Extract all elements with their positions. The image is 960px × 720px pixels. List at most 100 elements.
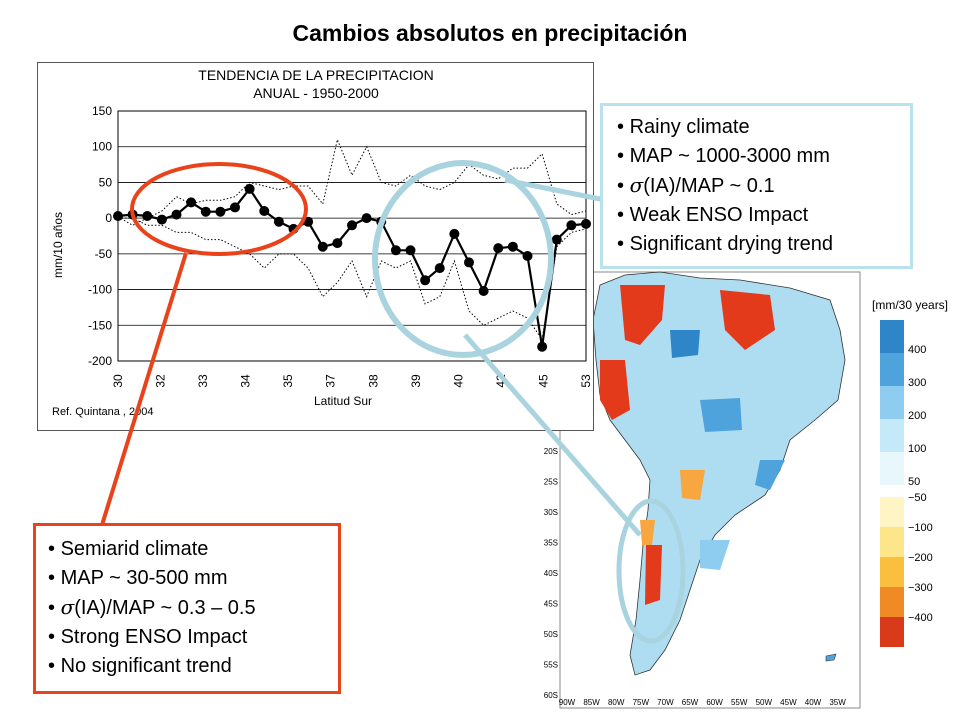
legend-label: −400 <box>908 612 933 624</box>
longitude-label: 35W <box>829 698 846 707</box>
latitude-label: 20S <box>544 447 558 456</box>
data-point <box>259 206 270 216</box>
latitude-labels: 20S 25S 30S 35S 40S 45S 50S 55S 60S <box>544 447 558 700</box>
sigma-symbol: σ <box>629 173 644 197</box>
latitude-label: 50S <box>544 630 558 639</box>
longitude-label: 85W <box>583 698 600 707</box>
chart-title-line1: TENDENCIA DE LA PRECIPITACION <box>198 67 433 83</box>
latitude-label: 45S <box>544 600 558 609</box>
longitude-label: 40W <box>805 698 822 707</box>
legend-swatch-positive <box>880 320 904 353</box>
data-point <box>332 238 343 249</box>
x-tick-label: 39 <box>409 374 423 388</box>
callout-item: Significant drying trend <box>617 230 910 259</box>
data-point <box>581 218 591 229</box>
data-point <box>405 245 416 256</box>
legend-label: 100 <box>908 443 926 455</box>
latitude-label: 35S <box>544 539 558 548</box>
precipitation-trend-chart: TENDENCIA DE LA PRECIPITACION ANUAL - 19… <box>51 67 593 418</box>
y-tick-label: 0 <box>105 211 112 225</box>
longitude-label: 80W <box>608 698 625 707</box>
legend-label: 50 <box>908 476 920 488</box>
legend-units: [mm/30 years] <box>872 298 948 312</box>
longitude-label: 90W <box>559 698 576 707</box>
x-tick-label: 45 <box>536 374 550 388</box>
data-point <box>522 251 533 261</box>
data-point <box>464 257 474 268</box>
data-point <box>171 209 182 220</box>
south-america-land <box>592 271 846 676</box>
legend-label: −50 <box>908 492 927 504</box>
wet-patch <box>700 398 742 432</box>
wet-patch <box>700 540 730 570</box>
data-point <box>215 206 226 217</box>
page-title: Cambios absolutos en precipitación <box>292 20 688 46</box>
sigma-symbol: σ <box>60 595 75 619</box>
callout-item: σ(IA)/MAP ~ 0.1 <box>617 171 910 201</box>
data-point <box>317 241 328 252</box>
dry-patch <box>680 470 705 500</box>
dry-patch <box>640 520 655 545</box>
data-point <box>537 341 548 352</box>
x-tick-label: 53 <box>579 374 593 388</box>
callout-item: Weak ENSO Impact <box>617 201 910 230</box>
data-point <box>200 206 211 217</box>
chile-highlight-ellipse <box>616 498 686 644</box>
longitude-label: 55W <box>731 698 748 707</box>
data-series <box>113 137 591 352</box>
semiarid-climate-callout: Semiarid climate MAP ~ 30-500 mm σ(IA)/M… <box>33 523 341 694</box>
latitude-label: 55S <box>544 661 558 670</box>
callout-item-text: (IA)/MAP ~ 0.1 <box>643 175 775 197</box>
series-line-confidence <box>118 217 587 341</box>
y-tick-label: -200 <box>88 354 112 368</box>
chart-panel: TENDENCIA DE LA PRECIPITACION ANUAL - 19… <box>37 62 594 431</box>
data-point <box>507 241 518 252</box>
wet-patch <box>755 460 785 490</box>
data-point <box>156 214 167 225</box>
legend-label: 200 <box>908 410 926 422</box>
legend-label: −200 <box>908 552 933 564</box>
data-point <box>434 263 445 274</box>
dry-patch <box>620 285 665 345</box>
legend-swatch-negative <box>880 617 904 647</box>
longitude-label: 65W <box>682 698 699 707</box>
rainy-highlight-ellipse <box>372 160 554 358</box>
wet-patch <box>670 330 700 358</box>
callout-item: Semiarid climate <box>48 535 338 564</box>
callout-item: MAP ~ 1000-3000 mm <box>617 142 910 171</box>
chart-title-line2: ANUAL - 1950-2000 <box>253 85 379 101</box>
dry-patch <box>645 545 662 605</box>
latitude-label: 60S <box>544 691 558 700</box>
color-legend: 400 300 200 100 50 −50 −100 −200 −300 −400 <box>880 320 933 647</box>
longitude-label: 75W <box>633 698 650 707</box>
data-point <box>186 197 197 208</box>
callout-item: Rainy climate <box>617 113 910 142</box>
x-tick-labels: 30 32 33 34 35 37 38 39 40 42 45 53 <box>111 374 593 388</box>
longitude-label: 60W <box>706 698 723 707</box>
y-tick-label: -50 <box>95 247 113 261</box>
data-point <box>273 216 284 227</box>
x-tick-label: 30 <box>111 374 125 388</box>
x-tick-label: 35 <box>281 374 295 388</box>
x-tick-label: 40 <box>451 374 465 388</box>
longitude-labels: 90W 85W 80W 75W 70W 65W 60W 55W 50W 45W 40W 35W <box>559 698 846 707</box>
data-point <box>244 183 255 194</box>
semiarid-connector-line <box>100 252 188 526</box>
legend-swatch-negative <box>880 587 904 617</box>
reference-note: Ref. Quintana , 2004 <box>52 406 154 418</box>
legend-label: −100 <box>908 522 933 534</box>
dry-patch <box>720 290 775 350</box>
y-tick-label: 100 <box>92 140 112 154</box>
x-tick-label: 33 <box>196 374 210 388</box>
data-point <box>230 202 240 213</box>
y-tick-label: -150 <box>88 318 112 332</box>
x-tick-label: 38 <box>366 374 380 388</box>
y-tick-labels: 150 100 50 0 -50 -100 -150 -200 <box>88 104 112 368</box>
x-tick-label: 34 <box>239 374 253 388</box>
semiarid-highlight-ellipse <box>130 162 308 256</box>
data-point <box>361 213 372 224</box>
longitude-label: 70W <box>657 698 674 707</box>
callout-item-text: (IA)/MAP ~ 0.3 – 0.5 <box>74 597 256 619</box>
